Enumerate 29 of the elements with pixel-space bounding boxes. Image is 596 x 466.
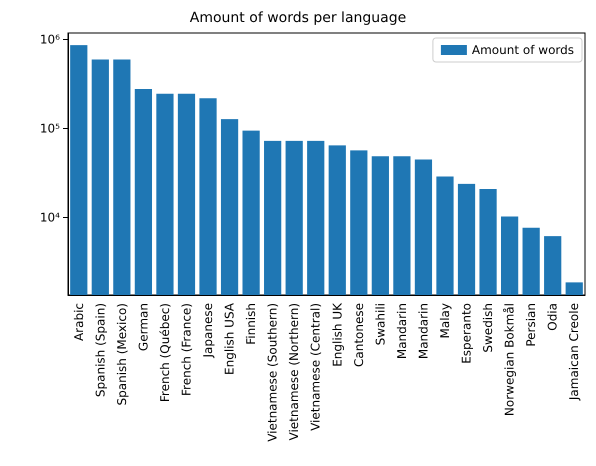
x-tick-label: Vietnamese (Southern): [266, 303, 280, 442]
x-tick-label: French (France): [179, 303, 194, 396]
x-tick-label: Norwegian Bokmål: [502, 303, 517, 416]
x-tick-label: Vietnamese (Northern): [287, 303, 302, 440]
x-tick-label: German: [136, 303, 150, 352]
x-tick-label: French (Québec): [158, 303, 172, 402]
y-tick-label: 10⁴: [40, 210, 60, 225]
x-tick-label: Cantonese: [352, 303, 366, 368]
y-tick-label: 10⁶: [40, 32, 60, 47]
x-tick-label: Spanish (Mexico): [114, 303, 129, 406]
x-tick-label: English USA: [222, 302, 237, 375]
legend-label: Amount of words: [472, 43, 574, 57]
x-tick-label: Mandarin: [394, 303, 409, 360]
x-tick-label: Finnish: [244, 303, 258, 345]
x-tick-label: Jamaican Creole: [567, 303, 582, 402]
chart-title: Amount of words per language: [190, 10, 406, 26]
x-tick-label: Esperanto: [460, 303, 474, 364]
x-tick-label: Arabic: [72, 303, 86, 342]
x-tick-label: Odia: [546, 303, 560, 331]
x-tick-label: Swahili: [373, 303, 388, 346]
x-tick-label: Vietnamese (Central): [308, 303, 323, 431]
x-tick-label: Persian: [524, 303, 538, 347]
x-tick-label: Spanish (Spain): [93, 303, 108, 398]
x-tick-label: Malay: [438, 303, 452, 338]
x-tick-label: Mandarin: [416, 303, 430, 360]
x-tick-label: Japanese: [201, 303, 216, 358]
y-tick-label: 10⁵: [40, 122, 60, 136]
x-tick-label: English UK: [330, 302, 344, 367]
x-tick-label: Swedish: [481, 303, 496, 353]
